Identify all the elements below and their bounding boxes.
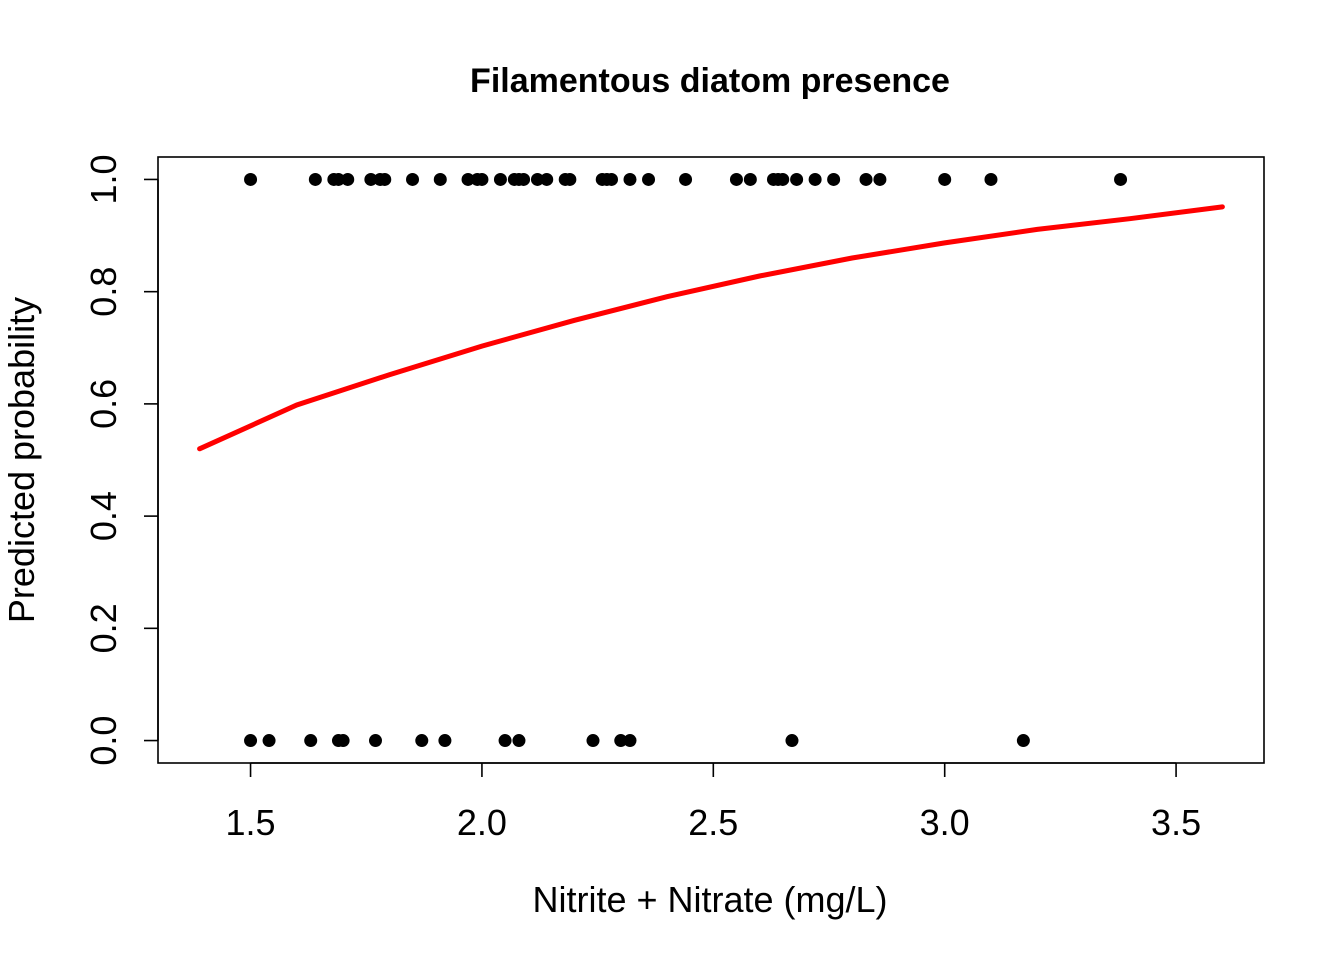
presence-point	[364, 172, 378, 186]
x-tick-label: 1.5	[226, 802, 276, 843]
absence-point	[614, 734, 628, 748]
absence-point	[586, 734, 600, 748]
presence-point	[433, 172, 447, 186]
presence-point	[859, 172, 873, 186]
absence-point	[244, 734, 258, 748]
absence-point	[785, 734, 799, 748]
presence-point	[461, 172, 475, 186]
absence-point	[498, 734, 512, 748]
y-tick-label: 0.6	[83, 379, 124, 429]
presence-point	[827, 172, 841, 186]
absence-point	[415, 734, 429, 748]
presence-point	[475, 172, 489, 186]
absence-point	[623, 734, 637, 748]
points-layer	[244, 172, 1128, 748]
presence-point	[623, 172, 637, 186]
presence-point	[1114, 172, 1128, 186]
absence-point	[336, 734, 350, 748]
x-tick-label: 3.0	[920, 802, 970, 843]
presence-point	[341, 172, 355, 186]
x-tick-label: 3.5	[1151, 802, 1201, 843]
presence-point	[873, 172, 887, 186]
absence-point	[368, 734, 382, 748]
presence-point	[605, 172, 619, 186]
presence-point	[244, 172, 258, 186]
x-tick-label: 2.5	[688, 802, 738, 843]
y-axis-label: Predicted probability	[1, 297, 42, 623]
presence-point	[308, 172, 322, 186]
presence-point	[406, 172, 420, 186]
presence-point	[743, 172, 757, 186]
presence-point	[808, 172, 822, 186]
presence-point	[938, 172, 952, 186]
presence-point	[378, 172, 392, 186]
presence-point	[790, 172, 804, 186]
absence-point	[438, 734, 452, 748]
presence-point	[540, 172, 554, 186]
plot-area	[157, 156, 1265, 764]
x-axis-label: Nitrite + Nitrate (mg/L)	[532, 879, 887, 920]
x-tick-label: 2.0	[457, 802, 507, 843]
y-tick-label: 0.2	[83, 603, 124, 653]
y-axis: 0.0 0.2 0.4 0.6 0.8 1.0	[83, 154, 159, 766]
absence-point	[512, 734, 526, 748]
presence-point	[530, 172, 544, 186]
absence-point	[304, 734, 318, 748]
presence-point	[729, 172, 743, 186]
absence-point	[1016, 734, 1030, 748]
presence-point	[984, 172, 998, 186]
chart-title: Filamentous diatom presence	[470, 62, 950, 100]
presence-point	[517, 172, 531, 186]
x-axis: 1.5 2.0 2.5 3.0 3.5	[226, 762, 1201, 843]
presence-point	[563, 172, 577, 186]
presence-point	[493, 172, 507, 186]
absence-point	[262, 734, 276, 748]
presence-point	[642, 172, 656, 186]
y-tick-label: 0.0	[83, 716, 124, 766]
fit-curve	[197, 204, 1225, 452]
y-tick-label: 0.8	[83, 267, 124, 317]
presence-point	[776, 172, 790, 186]
presence-point	[679, 172, 693, 186]
y-tick-label: 0.4	[83, 491, 124, 541]
y-tick-label: 1.0	[83, 154, 124, 204]
presence-point	[331, 172, 345, 186]
fit-layer	[197, 204, 1225, 452]
